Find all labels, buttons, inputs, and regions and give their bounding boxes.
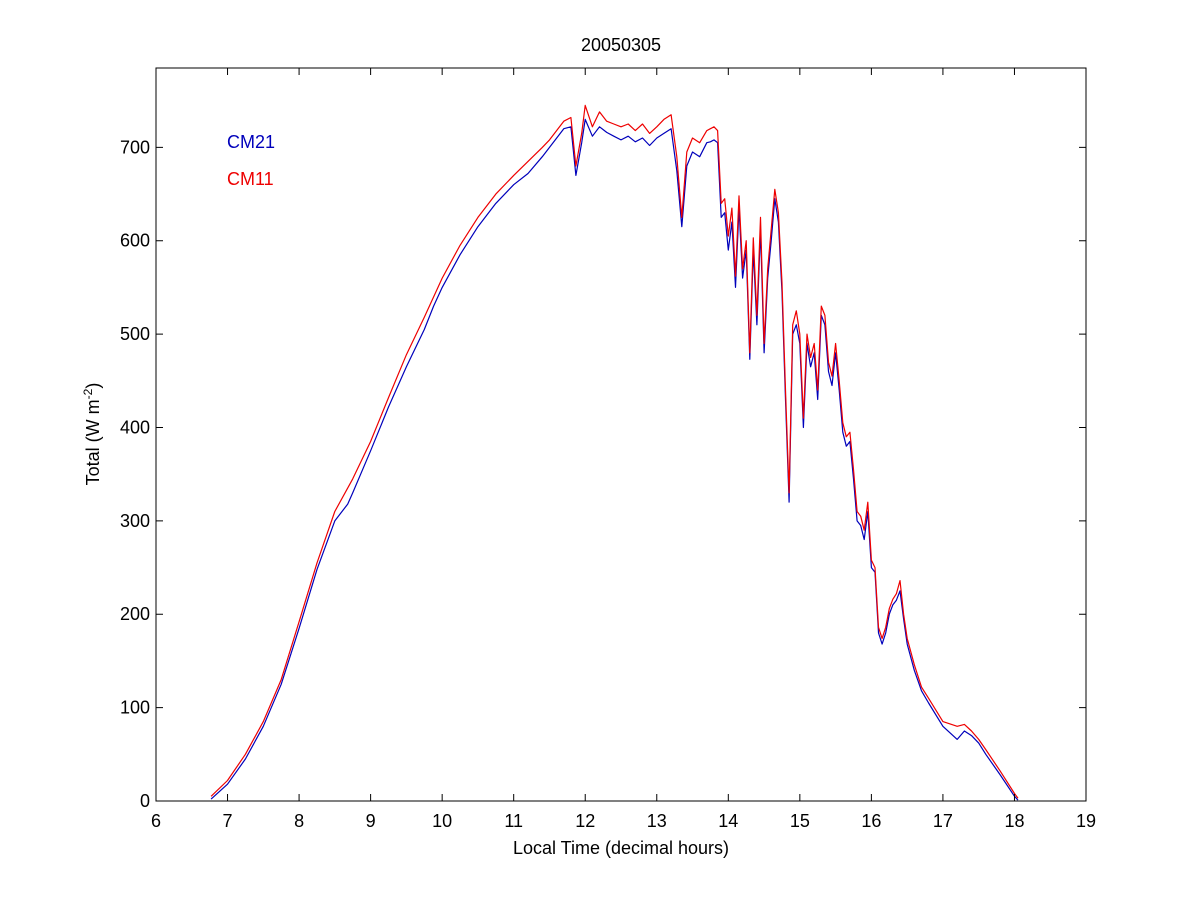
x-tick-label: 9 (366, 811, 376, 831)
legend-entry-cm11: CM11 (227, 169, 274, 189)
x-tick-label: 15 (790, 811, 810, 831)
x-axis-label: Local Time (decimal hours) (513, 838, 729, 858)
x-tick-label: 17 (933, 811, 953, 831)
y-axis-label-base: Total (W m (83, 399, 103, 485)
y-tick-label: 700 (120, 137, 150, 157)
x-tick-label: 8 (294, 811, 304, 831)
plot-frame (155, 67, 1087, 802)
legend: CM21 CM11 (227, 132, 275, 189)
y-tick-label: 400 (120, 417, 150, 437)
y-tick-label: 500 (120, 324, 150, 344)
x-tick-label: 18 (1004, 811, 1024, 831)
x-tick-label: 12 (575, 811, 595, 831)
y-tick-label: 300 (120, 511, 150, 531)
y-axis-label-suffix: ) (83, 383, 103, 389)
y-tick-label: 600 (120, 231, 150, 251)
x-tick-label: 13 (647, 811, 667, 831)
x-tick-label: 14 (718, 811, 738, 831)
series-line-cm11 (210, 104, 1019, 799)
x-tick-label: 7 (223, 811, 233, 831)
x-tick-label: 16 (861, 811, 881, 831)
y-tick-label: 100 (120, 698, 150, 718)
axes-layer: 6 7 8 9 10 11 12 13 14 15 16 17 18 19 0 100 200 300 400 500… (120, 68, 1096, 831)
x-tick-label: 6 (151, 811, 161, 831)
x-tick-label: 10 (432, 811, 452, 831)
x-tick-label: 19 (1076, 811, 1096, 831)
y-tick-label: 0 (140, 791, 150, 811)
series-layer (210, 104, 1019, 801)
y-tick-label: 200 (120, 604, 150, 624)
y-axis-label: Total (W m-2) (81, 383, 103, 486)
legend-entry-cm21: CM21 (227, 132, 275, 152)
x-tick-label: 11 (504, 811, 523, 831)
chart-title: 20050305 (581, 35, 661, 55)
y-axis-label-superscript: -2 (81, 388, 95, 399)
